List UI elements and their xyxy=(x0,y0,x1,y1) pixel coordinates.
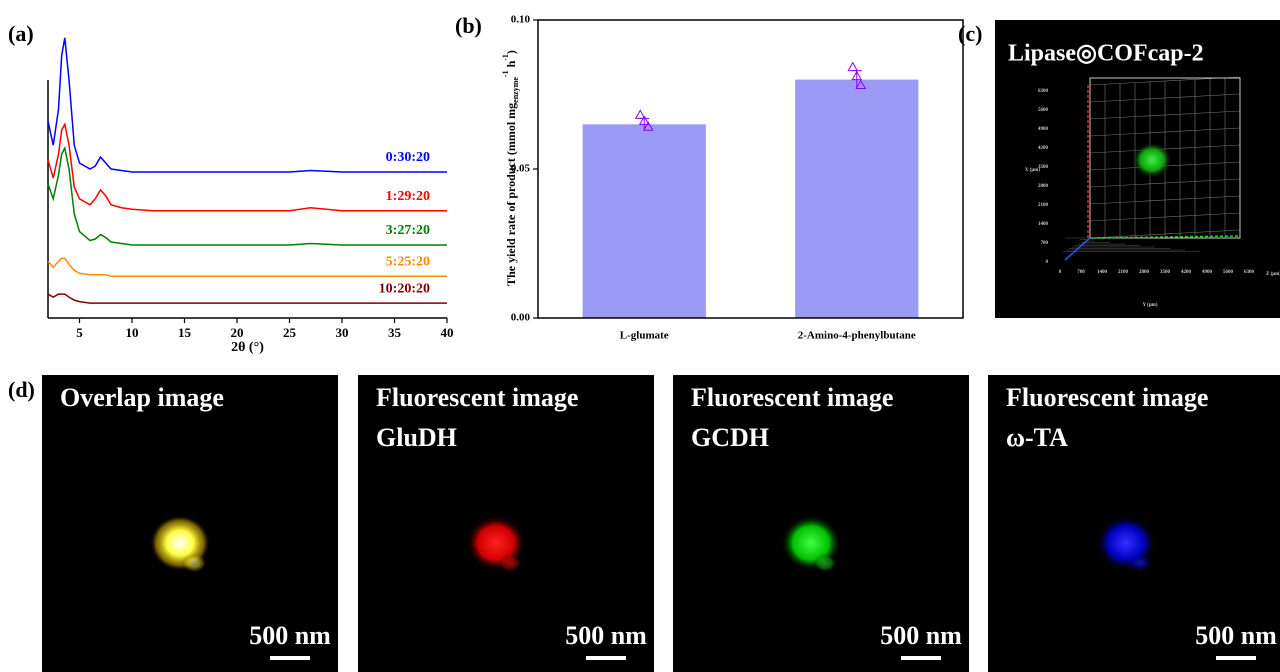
y-axis-label: The yield rate of product (mmol mgenzyme… xyxy=(501,50,520,286)
render-tick-label: 2800 xyxy=(1038,184,1049,189)
y-tick-label: 0.10 xyxy=(511,14,531,26)
render-tick-label: 4200 xyxy=(1038,146,1049,151)
render-tick-label: 3500 xyxy=(1160,270,1171,275)
xrd-curve xyxy=(47,257,447,278)
image-title: Overlap image xyxy=(60,383,224,412)
x-tick-label: 30 xyxy=(336,325,349,340)
render-tick-label: 6300 xyxy=(1244,270,1255,275)
render-tick-label: 1400 xyxy=(1038,222,1049,227)
render-tick-label: 4900 xyxy=(1202,270,1213,275)
plot-frame xyxy=(537,19,964,319)
fluorescent-particle xyxy=(813,554,837,572)
x-tick-label: 40 xyxy=(441,325,454,340)
scale-bar-label: 500 nm xyxy=(565,621,647,650)
scale-bar-label: 500 nm xyxy=(249,621,331,650)
fluorescent-particle xyxy=(1128,554,1152,572)
xrd-curve xyxy=(47,293,447,304)
fluorescent-particle xyxy=(182,554,206,572)
series-label: 0:30:20 xyxy=(386,150,430,165)
render-axis-label: Y (μm) xyxy=(1142,303,1157,308)
data-point xyxy=(855,79,867,90)
x-tick-label: L-glumate xyxy=(620,330,669,342)
label-part: ) xyxy=(504,50,518,54)
render-tick-label: 3500 xyxy=(1038,165,1049,170)
data-point xyxy=(851,70,863,81)
render-tick-label: 6300 xyxy=(1038,89,1049,94)
render-tick-label: 5600 xyxy=(1223,270,1234,275)
image-title: GluDH xyxy=(376,423,457,452)
series-label: 5:25:20 xyxy=(386,254,430,269)
render-box xyxy=(1089,77,1241,239)
series-label: 10:20:20 xyxy=(379,281,430,296)
fluorescent-particle xyxy=(498,554,522,572)
render-tick-label: 700 xyxy=(1077,270,1085,275)
image-title: ω-TA xyxy=(1006,423,1068,452)
y-tick-label: 0.05 xyxy=(511,163,531,175)
label-part: -1 xyxy=(501,54,510,61)
label-part: -1 xyxy=(501,70,510,77)
series-label: 3:27:20 xyxy=(386,223,430,238)
panel-label: (a) xyxy=(8,21,34,46)
fluorescent-particle xyxy=(1132,142,1172,178)
render-tick-label: 0 xyxy=(1059,270,1062,275)
data-point xyxy=(847,61,859,72)
render-axis xyxy=(1064,237,1091,261)
render-axis-label: X (μm) xyxy=(1025,168,1041,173)
render-tick-label: 4200 xyxy=(1181,270,1192,275)
render-axis xyxy=(1089,235,1241,239)
x-tick-label: 25 xyxy=(283,325,297,340)
xrd-curve xyxy=(47,37,447,173)
render-tick-label: 0 xyxy=(1046,260,1049,265)
image-title: GCDH xyxy=(691,423,769,452)
panel-label: (c) xyxy=(958,21,982,46)
render-grid xyxy=(1089,229,1241,239)
bar xyxy=(795,79,919,318)
image-title: Lipase◎COFcap-2 xyxy=(1008,41,1204,67)
image-title: Fluorescent image xyxy=(1006,383,1208,412)
xrd-curve xyxy=(47,122,447,212)
panel-label: (b) xyxy=(455,13,482,38)
label-part: The yield rate of product (mmol mg xyxy=(504,103,518,286)
render-tick-label: 5600 xyxy=(1038,108,1049,113)
data-point xyxy=(638,115,650,125)
series-label: 1:29:20 xyxy=(386,189,430,204)
bar xyxy=(582,124,706,318)
render-tick-label: 700 xyxy=(1041,241,1049,246)
x-tick-label: 10 xyxy=(126,325,139,340)
render-grid xyxy=(1089,178,1241,188)
render-grid xyxy=(1089,195,1241,205)
x-tick-label: 2-Amino-4-phenylbutane xyxy=(798,330,916,342)
x-axis-label: 2θ (°) xyxy=(231,340,264,355)
data-point xyxy=(642,121,654,131)
x-tick-label: 20 xyxy=(231,325,244,340)
render-tick-label: 1400 xyxy=(1097,270,1108,275)
x-tick-label: 35 xyxy=(388,325,402,340)
render-tick-label: 2100 xyxy=(1118,270,1129,275)
image-title: Fluorescent image xyxy=(691,383,893,412)
scale-bar-label: 500 nm xyxy=(1195,621,1277,650)
render-axis-label: Z (μm) xyxy=(1266,272,1280,277)
render-grid xyxy=(1089,212,1241,222)
label-part: enzyme xyxy=(511,77,520,103)
image-title: Fluorescent image xyxy=(376,383,578,412)
render-tick-label: 2800 xyxy=(1139,270,1150,275)
x-tick-label: 15 xyxy=(178,325,192,340)
y-tick-label: 0.00 xyxy=(511,312,531,324)
label-part: h xyxy=(504,60,518,70)
x-tick-label: 5 xyxy=(76,325,83,340)
xrd-curve xyxy=(47,145,447,246)
scale-bar-label: 500 nm xyxy=(880,621,962,650)
panel-label: (d) xyxy=(8,377,35,402)
render-tick-label: 4900 xyxy=(1038,127,1049,132)
render-tick-label: 2100 xyxy=(1038,203,1049,208)
data-point xyxy=(634,109,646,119)
